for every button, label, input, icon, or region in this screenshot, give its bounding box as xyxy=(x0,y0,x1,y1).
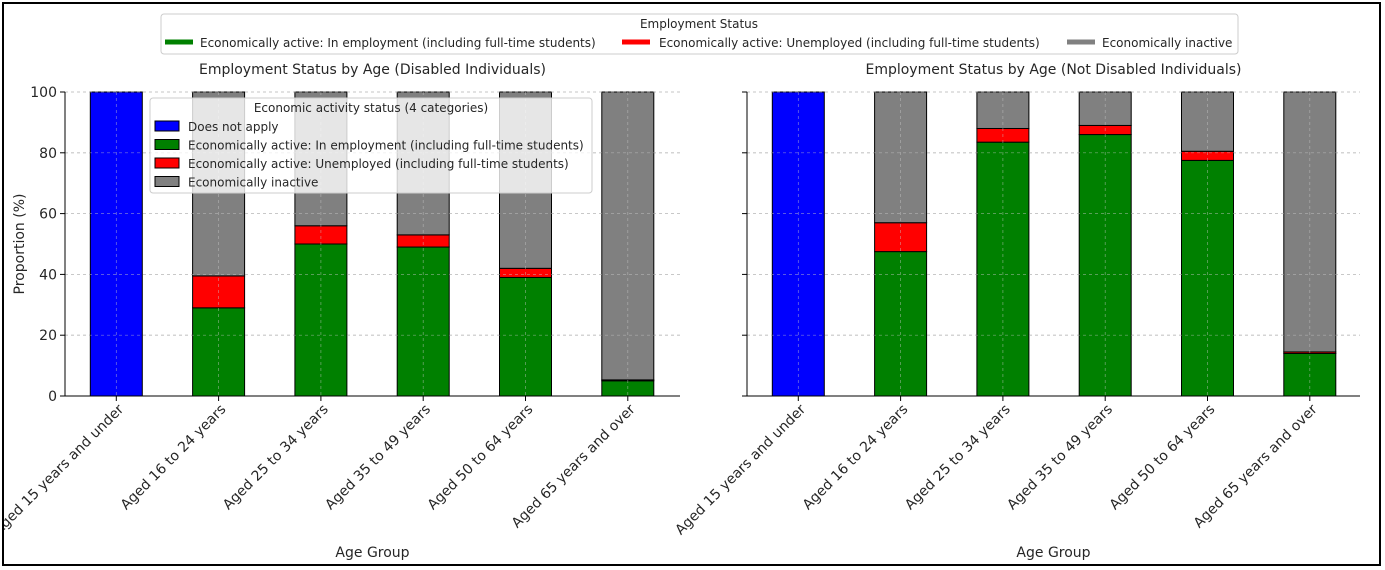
y-tick-label: 0 xyxy=(48,389,57,405)
x-axis-label: Age Group xyxy=(335,545,409,561)
x-tick-label: Aged 25 to 34 years xyxy=(902,402,1014,514)
chart-legend-swatch xyxy=(154,176,180,187)
x-tick-label: Aged 25 to 34 years xyxy=(220,402,332,514)
x-tick-label: Aged 16 to 24 years xyxy=(118,402,230,514)
chart-figure: Employment Status Economically active: In… xyxy=(4,13,1360,561)
figure-legend-label: Economically active: Unemployed (includi… xyxy=(659,36,1040,50)
y-tick-label: 100 xyxy=(30,85,57,101)
y-tick-label: 40 xyxy=(39,267,57,283)
bar-segment xyxy=(1181,91,1234,152)
bar-segment xyxy=(294,225,348,245)
chart-legend-swatch xyxy=(154,157,180,169)
x-tick-label: Aged 16 to 24 years xyxy=(800,402,912,514)
figure-legend-label: Economically inactive xyxy=(1102,36,1232,50)
figure-legend-box xyxy=(160,13,1239,55)
x-tick-label: Aged 35 to 49 years xyxy=(1004,402,1116,514)
chart-legend-label: Does not apply xyxy=(188,120,279,134)
y-tick-label: 60 xyxy=(39,207,57,223)
x-tick-label: Aged 50 to 64 years xyxy=(425,402,537,514)
chart-legend-box xyxy=(149,97,593,194)
y-tick-label: 80 xyxy=(39,146,57,162)
x-tick-label: Aged 50 to 64 years xyxy=(1107,402,1219,514)
figure-legend-title: Employment Status xyxy=(640,17,758,31)
chart-panel-disabled: Employment Status by Age (Disabled Indiv… xyxy=(4,62,680,561)
chart-legend-label: Economically inactive xyxy=(188,176,318,190)
x-tick-label: Aged 35 to 49 years xyxy=(322,402,434,514)
bar-segment xyxy=(601,91,655,381)
chart-legend-title: Economic activity status (4 categories) xyxy=(254,101,488,115)
x-axis-label: Age Group xyxy=(1016,545,1090,561)
figure-legend-label: Economically active: In employment (incl… xyxy=(200,36,596,50)
x-tick-label: Aged 15 years and under xyxy=(672,401,809,538)
chart-title: Employment Status by Age (Not Disabled I… xyxy=(865,62,1241,78)
y-tick-label: 20 xyxy=(39,328,57,344)
chart-legend-label: Economically active: In employment (incl… xyxy=(188,139,584,153)
chart-legend-label: Economically active: Unemployed (includi… xyxy=(188,157,569,171)
chart-legend-swatch xyxy=(154,139,180,150)
chart-legend: Economic activity status (4 categories) D… xyxy=(149,97,593,194)
bar-segment xyxy=(1078,91,1132,126)
x-tick-label: Aged 15 years and under xyxy=(4,401,127,538)
chart-panel-not-disabled: Employment Status by Age (Not Disabled I… xyxy=(672,62,1360,561)
y-axis-label: Proportion (%) xyxy=(12,194,28,295)
bar-segment xyxy=(499,276,552,397)
chart-legend-swatch xyxy=(154,120,180,132)
chart-title: Employment Status by Age (Disabled Indiv… xyxy=(199,62,546,78)
